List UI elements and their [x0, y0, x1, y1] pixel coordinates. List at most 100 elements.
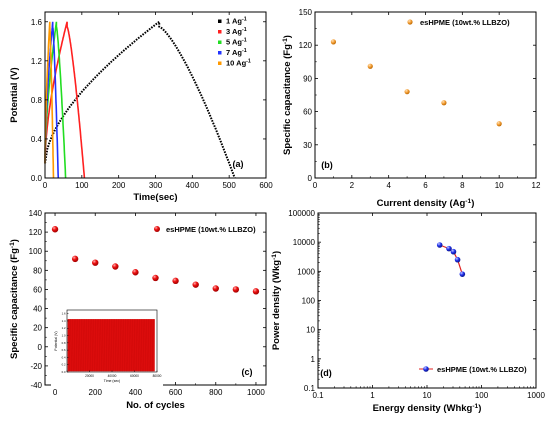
- y-axis-label: Specific capacitance (Fg-1): [9, 239, 21, 359]
- y-tick-label: 40: [33, 305, 42, 314]
- inset-x-tick-label: 80000: [153, 374, 162, 378]
- x-axis-label: Time(sec): [133, 192, 177, 203]
- x-tick-label: 400: [129, 388, 143, 397]
- data-point: [454, 256, 461, 263]
- legend-label: esHPME (10wt.% LLBZO): [420, 18, 510, 27]
- x-tick-label: 1000: [527, 391, 545, 400]
- legend-swatch-1: [218, 19, 222, 23]
- x-tick-label: 100: [475, 391, 489, 400]
- inset-y-tick-label: 1.4: [62, 319, 66, 323]
- inset-y-axis-label: Potential (V): [54, 331, 58, 350]
- data-point: [71, 255, 79, 263]
- y-axis-label: Power density (Wkg-1): [271, 251, 283, 350]
- data-point: [112, 263, 119, 270]
- y-axis-label: Specific capacitance (Fg-1): [282, 35, 294, 155]
- x-tick-label: 300: [149, 181, 163, 190]
- x-tick-label: 0: [43, 181, 48, 190]
- inset-y-tick-label: 0.2: [62, 363, 66, 367]
- y-tick-label: 20: [33, 324, 42, 333]
- x-tick-label: 200: [112, 181, 126, 190]
- x-tick-label: 400: [186, 181, 200, 190]
- inset-y-tick-label: 1.6: [62, 312, 66, 316]
- data-point: [441, 100, 447, 106]
- legend-marker: [423, 366, 429, 372]
- data-point: [404, 89, 410, 95]
- gcd-curve-3: [44, 21, 67, 179]
- inset-y-tick-label: 0.8: [62, 341, 66, 345]
- data-point: [367, 63, 373, 69]
- gcd-curve-1: [44, 19, 236, 179]
- inset-chart: 20000 40000 60000 80000 0.0 0.2 0.4 0.6 0.8 1.0 1.…: [51, 306, 163, 386]
- panel-d-ragone-plot: 0.1 1 10 100 1000 0.1 1 10 100 1000 10000 100000 Ene…: [271, 209, 546, 414]
- inset-x-axis-label: Time (sec): [104, 379, 120, 383]
- inset-cycle-lines: [67, 319, 155, 372]
- panel-c-cycling-stability: 0 200 400 600 800 1000 -40 -20 0 20 40 60 80 100 120 14…: [9, 209, 267, 411]
- inset-x-tick-label: 40000: [108, 374, 117, 378]
- data-point: [212, 285, 219, 292]
- y-tick-label: -40: [30, 381, 42, 390]
- gcd-curve-5: [44, 21, 55, 179]
- inset-y-tick-label: 1.2: [62, 326, 66, 330]
- inset-y-tick-label: 0.4: [62, 355, 66, 359]
- y-tick-label: 140: [29, 209, 43, 218]
- y-tick-label: 1.2: [31, 57, 43, 66]
- x-tick-label: 6: [423, 181, 428, 190]
- data-point: [172, 277, 179, 285]
- data-point: [330, 39, 337, 45]
- x-axis-label: Current density (Ag-1): [377, 198, 475, 210]
- data-point: [450, 248, 457, 255]
- y-tick-label: 80: [33, 266, 42, 275]
- legend-marker: [154, 226, 160, 232]
- inset-x-tick-label: 20000: [85, 374, 94, 378]
- x-axis-label: Energy density (Whkg-1): [373, 403, 482, 415]
- y-tick-label: 100: [29, 247, 43, 256]
- x-tick-label: 12: [532, 181, 541, 190]
- y-tick-label: 90: [303, 74, 312, 83]
- legend-swatch-5: [218, 61, 222, 65]
- legend-swatch-2: [218, 30, 222, 34]
- y-tick-label: 150: [299, 8, 313, 17]
- data-point: [446, 245, 452, 252]
- x-tick-label: 10: [423, 391, 432, 400]
- y-tick-label: 10: [306, 326, 315, 335]
- legend-label: esHPME (10wt.% LLBZO): [166, 225, 256, 234]
- data-point: [459, 271, 466, 277]
- plot-frame: [314, 11, 537, 179]
- x-tick-label: 0: [313, 181, 318, 190]
- panel-letter: (b): [321, 160, 333, 170]
- inset-y-tick-label: 1.0: [62, 334, 66, 338]
- x-tick-label: 0.1: [312, 391, 324, 400]
- data-point: [232, 286, 240, 293]
- data-point: [132, 269, 139, 276]
- x-axis-label: No. of cycles: [126, 400, 185, 411]
- inset-y-tick-label: 0.6: [62, 348, 66, 352]
- x-tick-label: 200: [89, 388, 103, 397]
- data-point: [436, 242, 443, 248]
- y-tick-label: 0: [308, 174, 313, 183]
- x-tick-label: 100: [75, 181, 89, 190]
- x-tick-label: 4: [386, 181, 391, 190]
- legend-label-1: 1 Ag-1: [226, 17, 247, 26]
- data-point: [192, 281, 199, 288]
- inset-x-tick-label: 60000: [130, 374, 139, 378]
- legend-label-5: 10 Ag-1: [226, 59, 251, 68]
- x-tick-label: 1000: [247, 388, 265, 397]
- y-tick-label: 0.4: [31, 135, 43, 144]
- x-tick-label: 800: [209, 388, 223, 397]
- legend-marker: [407, 19, 413, 25]
- data-point: [496, 121, 502, 127]
- y-tick-label: 60: [33, 285, 42, 294]
- y-tick-label: 30: [303, 141, 312, 150]
- y-tick-label: 120: [29, 228, 43, 237]
- legend-label: esHPME (10wt.% LLBZO): [437, 365, 527, 374]
- panel-a-gcd-chart: 0 100 200 300 400 500 600 0.0 0.4 0.8 1.2 1.6 Time(s…: [9, 11, 273, 203]
- y-tick-label: 1000: [297, 267, 315, 276]
- data-point: [51, 226, 59, 233]
- plot-frame: [317, 212, 537, 389]
- data-point: [252, 288, 260, 295]
- panel-letter: (a): [233, 159, 244, 169]
- y-axis-label: Potential (V): [9, 67, 20, 122]
- legend-label-4: 7 Ag-1: [226, 48, 247, 57]
